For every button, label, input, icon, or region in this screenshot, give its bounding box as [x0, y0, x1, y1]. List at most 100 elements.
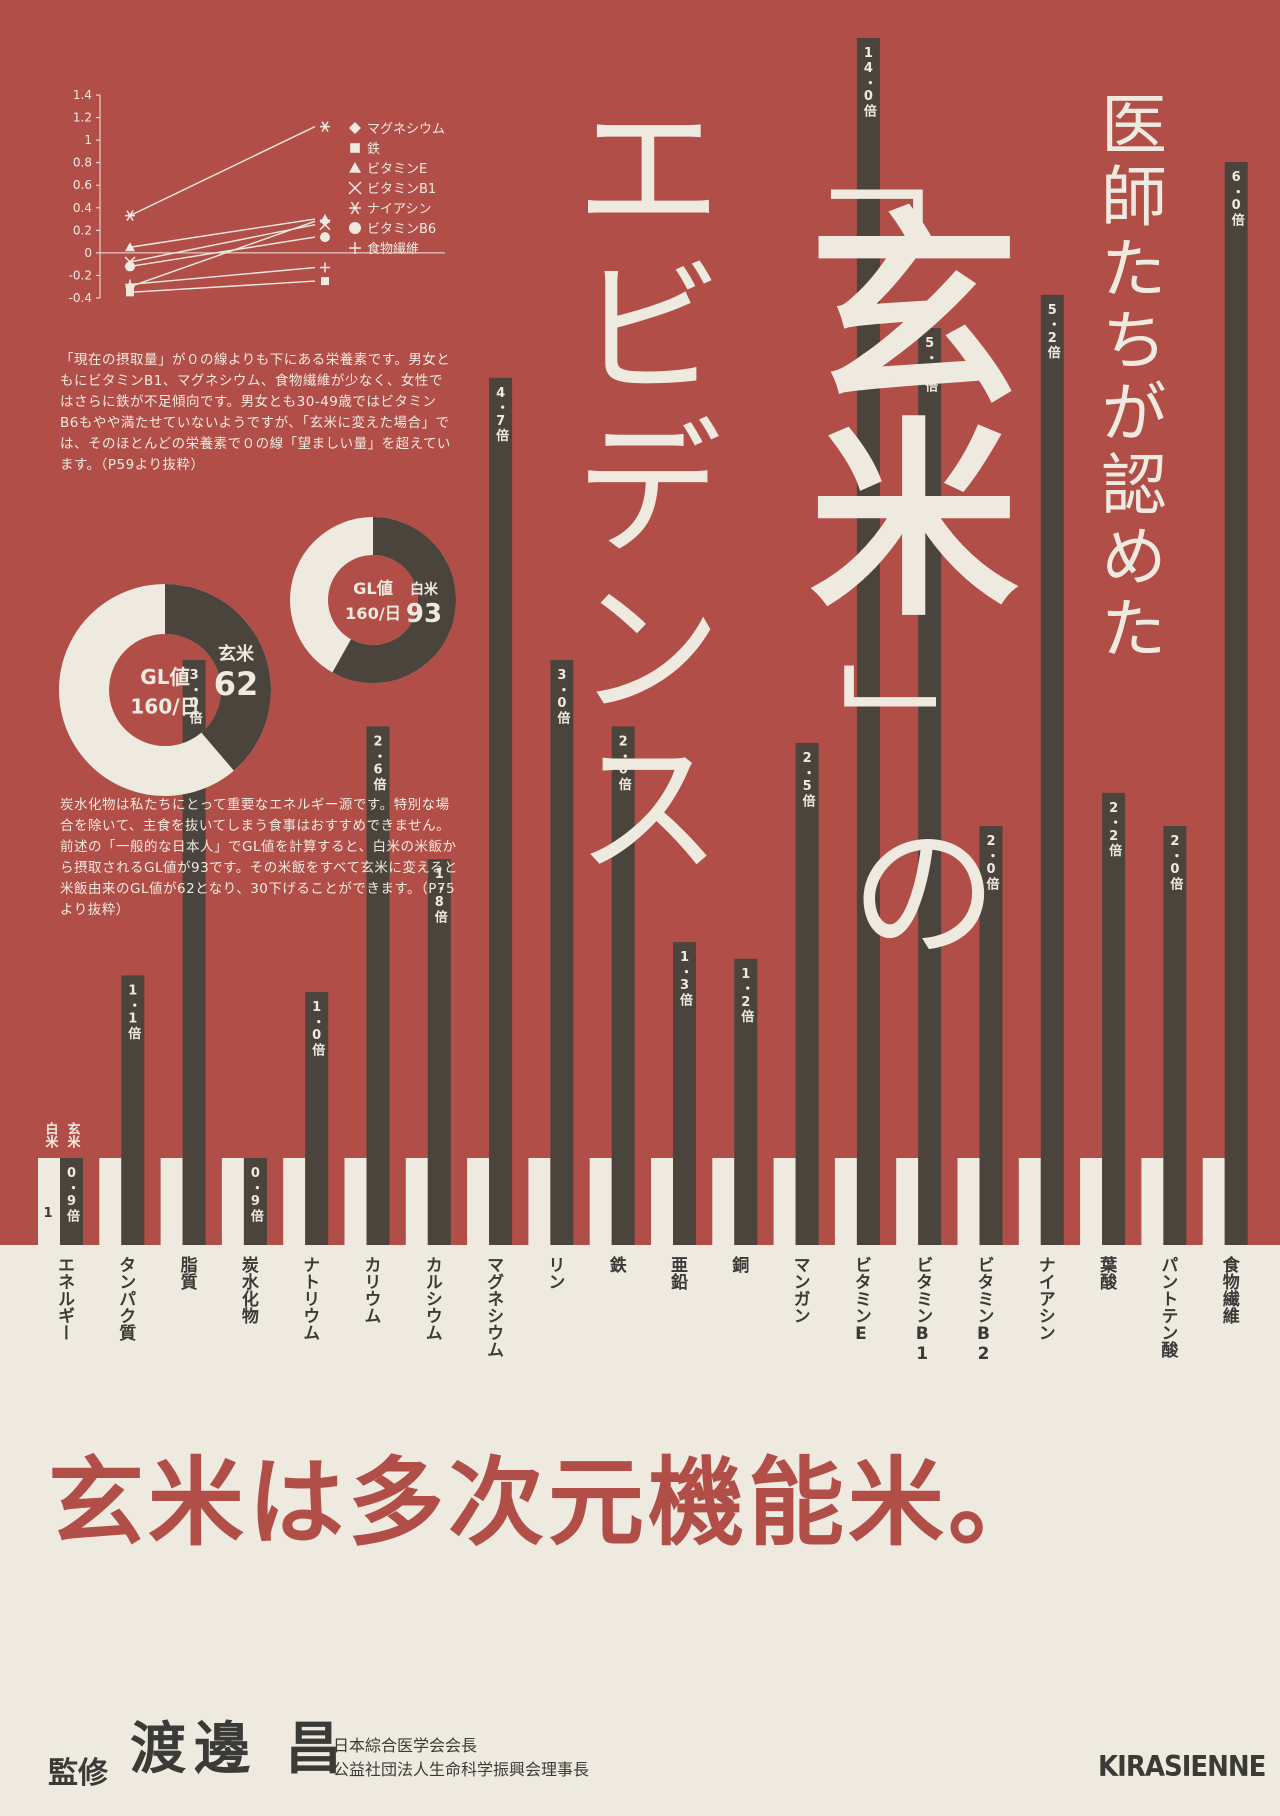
bar-value-label-text: 2・0倍: [1167, 834, 1183, 891]
stripe-white-rice: [99, 1158, 122, 1245]
title-subtitle: 医師たちが認めた: [1090, 90, 1167, 666]
series-line-鉄: [129, 280, 316, 294]
supervisor-title-2: 公益社団法人生命科学振興会理事長: [333, 1760, 590, 1779]
bar-category-label-text: ナトリウム: [299, 1256, 319, 1341]
bar-category-label-text: 亜鉛: [667, 1256, 688, 1291]
bar-亜鉛: [673, 942, 696, 1245]
point-食物繊維: [125, 279, 135, 290]
legend-white-rice-text: 白米: [43, 1121, 59, 1149]
stripe-white-rice: [957, 1158, 980, 1245]
bar-鉄: [611, 726, 635, 1245]
point-ビタミンB1: [319, 219, 331, 231]
bar-マンガン: [795, 743, 819, 1245]
bar-value-label: 14・0倍: [861, 46, 877, 118]
y-tick-label: 0.6: [73, 178, 92, 192]
title-evidence: エビデンス: [548, 90, 722, 890]
bar-リン: [550, 660, 574, 1245]
y-tick-label: 1: [84, 133, 92, 147]
bar-value-label: 5・2倍: [1045, 303, 1061, 360]
bar-value-label: 2・0倍: [1167, 834, 1183, 891]
supervisor-label: 監修: [48, 1756, 108, 1791]
point-ビタミンB6: [125, 261, 135, 272]
bar-category-label-text: リン: [544, 1256, 564, 1290]
donut-brown-rice-value: 62: [214, 665, 259, 703]
bar-value-label-text: 5・0倍: [922, 336, 938, 393]
legend-marker-plus: [349, 242, 361, 254]
bar-value-label-text: 2・6倍: [616, 734, 632, 791]
stripe-white-rice: [283, 1158, 306, 1245]
bar-value-label-text: 1・0倍: [309, 1000, 325, 1057]
supervisor-name: 渡邊 昌: [130, 1717, 350, 1782]
point-鉄: [321, 277, 329, 286]
stripe-white-rice: [1141, 1158, 1164, 1245]
bar-category-label-text: 鉄: [606, 1255, 627, 1274]
y-tick-label: 1.4: [73, 88, 92, 102]
tagline: 玄米は多次元機能米。: [48, 1447, 1048, 1559]
bar-category-label-text: ビタミンB2: [974, 1256, 994, 1364]
bar-ビタミンB2: [979, 826, 1003, 1245]
bar-ビタミンB1: [918, 328, 942, 1245]
bar-category-label: 食物繊維: [1219, 1255, 1240, 1325]
bar-value-label-text: 1・1倍: [125, 983, 141, 1040]
donut-white-rice-slice: [332, 517, 456, 683]
bar-category-label: ビタミンB1: [912, 1256, 932, 1364]
bar-category-label: カリウム: [361, 1256, 381, 1324]
bar-category-label-text: 食物繊維: [1219, 1255, 1240, 1325]
title-genmai: 玄米: [773, 200, 1018, 620]
bar-value-label: 1・8倍: [432, 867, 448, 924]
bar-category-label: ビタミンE: [851, 1256, 871, 1344]
baseline-label: 1: [41, 1206, 56, 1221]
y-tick-label: -0.2: [69, 268, 92, 282]
bar-category-label-text: 脂質: [177, 1256, 198, 1291]
bar-ナイアシン: [1040, 294, 1064, 1245]
bar-category-label-text: ビタミンE: [851, 1256, 871, 1344]
bar-value-label: 1・1倍: [125, 983, 141, 1040]
donut-caption: 炭水化物は私たちにとって重要なエネルギー源です。特別な場合を除いて、主食を抜いて…: [60, 797, 458, 918]
legend-label: ビタミンE: [367, 162, 427, 177]
bar-category-label: マグネシウム: [483, 1256, 504, 1358]
bar-value-label-text: 5・2倍: [1045, 303, 1061, 360]
bar-value-label: 2・0倍: [984, 834, 1000, 891]
bar-value-label: 1・0倍: [309, 1000, 325, 1057]
bar-category-label: 亜鉛: [667, 1256, 688, 1291]
legend-marker-circle: [349, 222, 361, 234]
bar-葉酸: [1102, 792, 1126, 1245]
bar-ビタミンE: [856, 38, 880, 1245]
point-ビタミンE: [320, 214, 330, 224]
stripe-white-rice: [467, 1158, 490, 1245]
stripe-white-rice: [589, 1158, 612, 1245]
stripe-white-rice: [528, 1158, 551, 1245]
legend-label: 食物繊維: [367, 241, 419, 257]
donut-white-rice-value: 93: [406, 599, 442, 629]
donut-brown-rice-center-line1: GL値: [140, 665, 190, 689]
bar-category-label: カルシウム: [422, 1256, 443, 1341]
bar-カルシウム: [427, 859, 451, 1245]
bar-category-label-text: エネルギー: [54, 1256, 75, 1341]
point-食物繊維: [320, 262, 330, 273]
stripe-white-rice: [160, 1158, 183, 1245]
bar-category-label-text: ナイアシン: [1035, 1256, 1055, 1341]
legend-brown-rice-text: 玄米: [65, 1121, 81, 1149]
y-tick-label: 0.2: [73, 223, 92, 237]
series-line-ビタミンB6: [129, 236, 316, 268]
bar-category-label: タンパク質: [115, 1256, 136, 1342]
bar-category-label: 炭水化物: [238, 1255, 259, 1324]
bar-value-label-text: 3・0倍: [554, 668, 570, 725]
bar-category-label: パントテン酸: [1157, 1256, 1178, 1359]
bar-category-label-text: パントテン酸: [1157, 1256, 1178, 1359]
bar-value-label: 2・6倍: [616, 734, 632, 791]
bar-カリウム: [366, 726, 390, 1245]
bar-value-label: 2・5倍: [800, 751, 816, 808]
legend-label: ビタミンB6: [367, 222, 436, 237]
bar-category-label-text: タンパク質: [115, 1256, 136, 1342]
y-tick-label: -0.4: [69, 291, 92, 305]
stripe-white-rice: [773, 1158, 796, 1245]
bar-category-label-text: 葉酸: [1096, 1255, 1118, 1291]
series-line-ナイアシン: [129, 125, 316, 217]
legend-label: ビタミンB1: [367, 182, 436, 197]
bar-パントテン酸: [1163, 826, 1187, 1245]
supervisor-title-1: 日本綜合医学会会長: [333, 1736, 478, 1755]
bar-value-label-text: 4・7倍: [493, 386, 509, 443]
bar-category-label-text: ビタミンB1: [912, 1256, 932, 1364]
